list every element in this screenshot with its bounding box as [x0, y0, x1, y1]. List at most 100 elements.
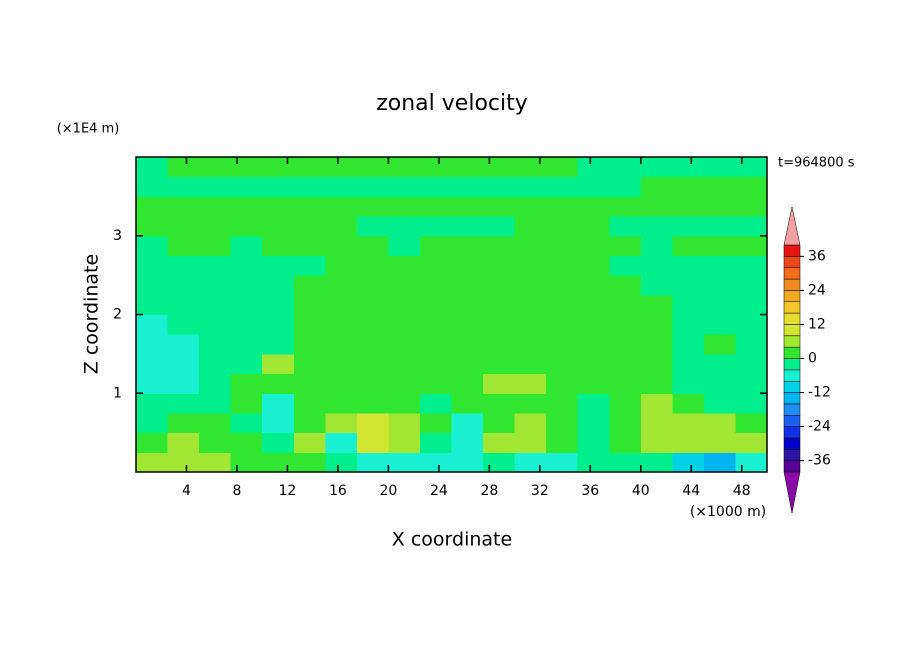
x-tick-label: 16: [329, 483, 347, 499]
contour-cell: [735, 412, 768, 434]
contour-cell: [167, 294, 200, 315]
contour-cell: [167, 216, 200, 237]
contour-cell: [199, 196, 232, 217]
colorbar-segment: [783, 346, 801, 359]
contour-cell: [672, 275, 705, 296]
contour-cell: [388, 334, 421, 355]
colorbar-segment: [783, 324, 801, 337]
contour-cell: [451, 334, 484, 355]
contour-cell: [388, 373, 421, 394]
colorbar-tick-label: -12: [808, 385, 831, 401]
contour-cell: [703, 196, 736, 217]
contour-cell: [640, 353, 673, 375]
contour-cell: [672, 314, 705, 335]
contour-cell: [735, 334, 768, 355]
contour-cell: [293, 353, 326, 375]
contour-cell: [703, 334, 736, 355]
contour-cell: [293, 255, 326, 276]
contour-cell: [577, 176, 610, 197]
contour-cell: [356, 353, 389, 375]
contour-cell: [546, 393, 579, 414]
contour-cell: [672, 216, 705, 237]
contour-cell: [735, 255, 768, 276]
contour-cell: [230, 314, 263, 335]
contour-cell: [609, 196, 642, 217]
contour-cell: [703, 176, 736, 197]
contour-cell: [546, 216, 579, 237]
contour-cell: [483, 353, 516, 375]
contour-cell: [703, 294, 736, 315]
contour-cell: [293, 432, 326, 453]
contour-cell: [735, 432, 768, 453]
contour-cell: [136, 452, 169, 473]
contour-cell: [262, 235, 295, 256]
contour-cell: [388, 255, 421, 276]
contour-cell: [735, 353, 768, 375]
contour-cell: [262, 393, 295, 414]
contour-cell: [230, 353, 263, 375]
contour-cell: [577, 334, 610, 355]
contour-cell: [609, 314, 642, 335]
contour-cell: [230, 176, 263, 197]
contour-cell: [293, 216, 326, 237]
contour-cell: [230, 157, 263, 178]
contour-cell: [672, 432, 705, 453]
contour-cell: [262, 157, 295, 178]
contour-cell: [167, 235, 200, 256]
chart-title: zonal velocity: [376, 91, 528, 116]
contour-cell: [577, 452, 610, 473]
contour-cell: [514, 275, 547, 296]
contour-cell: [514, 373, 547, 394]
contour-cell: [293, 373, 326, 394]
x-tick-label: 28: [480, 483, 498, 499]
contour-cell: [325, 314, 358, 335]
contour-cell: [640, 176, 673, 197]
y-tick-label: 2: [113, 307, 122, 323]
x-tick-label: 4: [182, 483, 191, 499]
contour-cell: [136, 373, 169, 394]
contour-cell: [483, 275, 516, 296]
contour-cell: [546, 452, 579, 473]
contour-cell: [735, 314, 768, 335]
contour-cell: [230, 235, 263, 256]
contour-cell: [325, 275, 358, 296]
contour-cell: [735, 157, 768, 178]
contour-cell: [136, 314, 169, 335]
contour-cell: [325, 157, 358, 178]
colorbar-segment: [783, 392, 801, 405]
x-tick-label: 8: [232, 483, 241, 499]
contour-cell: [293, 393, 326, 414]
contour-cell: [262, 275, 295, 296]
contour-cell: [514, 157, 547, 178]
contour-cell: [388, 235, 421, 256]
contour-cell: [546, 196, 579, 217]
colorbar-tick-label: 0: [808, 351, 817, 367]
contour-cell: [609, 216, 642, 237]
colorbar-segment: [783, 358, 801, 371]
contour-cell: [230, 275, 263, 296]
contour-cell: [419, 196, 452, 217]
x-tick-label: 44: [682, 483, 700, 499]
contour-cell: [388, 353, 421, 375]
contour-cell: [703, 452, 736, 473]
colorbar-segment: [783, 380, 801, 393]
contour-cell: [325, 452, 358, 473]
contour-cell: [230, 432, 263, 453]
contour-cell: [356, 216, 389, 237]
contour-cell: [672, 176, 705, 197]
contour-cell: [483, 393, 516, 414]
contour-cell: [640, 157, 673, 178]
contour-cell: [167, 196, 200, 217]
contour-cell: [514, 432, 547, 453]
contour-cell: [419, 373, 452, 394]
contour-cell: [262, 412, 295, 434]
contour-cell: [451, 393, 484, 414]
contour-cell: [640, 393, 673, 414]
contour-cell: [167, 353, 200, 375]
contour-cell: [167, 412, 200, 434]
colorbar-segment: [783, 312, 801, 325]
contour-cell: [609, 275, 642, 296]
contour-cell: [293, 314, 326, 335]
x-tick-label: 12: [279, 483, 297, 499]
